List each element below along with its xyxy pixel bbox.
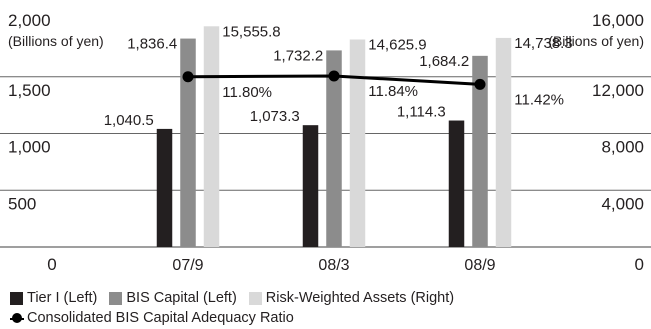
x-tick-label-0: 07/9 — [172, 257, 203, 274]
bar-tier-2 — [448, 120, 465, 247]
rwa-value-label-2: 14,738.3 — [514, 35, 572, 52]
right-tick-label-12000: 12,000 — [592, 81, 644, 100]
legend-item-bis-capital: BIS Capital (Left) — [109, 288, 237, 308]
ratio-point-1 — [328, 70, 340, 82]
ratio-value-label-1: 11.84% — [368, 83, 418, 100]
tier1-value-label-2: 1,114.3 — [397, 104, 446, 121]
tier1-value-label-1: 1,073.3 — [250, 108, 300, 125]
right-tick-label-0: 0 — [635, 255, 644, 274]
legend-label-bis-capital: BIS Capital (Left) — [126, 290, 237, 306]
bar-bis-1 — [326, 50, 342, 248]
left-tick-label-1500: 1,500 — [8, 81, 51, 100]
legend-swatch-risk-weighted-assets — [248, 291, 262, 305]
left-tick-label-2000: 2,000 — [8, 11, 51, 30]
bis-capital-value-label-1: 1,732.2 — [273, 47, 323, 64]
left-tick-label-1000: 1,000 — [8, 138, 51, 157]
legend-swatch-ratio — [10, 312, 24, 325]
ratio-value-label-2: 11.42% — [514, 91, 564, 108]
bar-bis-0 — [180, 38, 196, 247]
legend-item-tier1: Tier I (Left) — [10, 288, 97, 308]
right-tick-label-16000: 16,000 — [592, 11, 644, 30]
bar-risk-weighted-1 — [349, 39, 366, 248]
labels: 1,040.5 1,836.4 15,555.8 11.80% 07/9 1,073.3 1… — [8, 11, 644, 274]
tier1-value-label-0: 1,040.5 — [104, 112, 154, 129]
legend-item-risk-weighted-assets: Risk-Weighted Assets (Right) — [248, 288, 455, 308]
bar-tier-0 — [156, 128, 173, 247]
legend-swatch-tier1 — [10, 291, 23, 305]
legend-item-ratio: Consolidated BIS Capital Adequacy Ratio — [10, 308, 294, 328]
ratio-point-0 — [182, 71, 194, 83]
bar-risk-weighted-0 — [203, 26, 220, 247]
bis-capital-value-label-0: 1,836.4 — [127, 36, 177, 53]
bar-bis-2 — [472, 55, 488, 248]
ratio-line-group — [182, 70, 486, 90]
rwa-value-label-1: 14,625.9 — [368, 36, 426, 53]
x-tick-label-1: 08/3 — [318, 257, 349, 274]
x-tick-label-2: 08/9 — [464, 257, 495, 274]
ratio-point-2 — [474, 78, 486, 90]
legend-label-tier1: Tier I (Left) — [27, 290, 98, 306]
left-axis-unit-label: (Billions of yen) — [8, 33, 104, 49]
legend-label-risk-weighted-assets: Risk-Weighted Assets (Right) — [265, 290, 455, 306]
right-tick-label-4000: 4,000 — [601, 194, 644, 213]
legend: Tier I (Left) BIS Capital (Left) Risk-We… — [10, 288, 466, 328]
legend-label-ratio: Consolidated BIS Capital Adequacy Ratio — [27, 310, 294, 326]
left-tick-label-0: 0 — [47, 255, 56, 274]
right-axis-unit-label: (Billions of yen) — [548, 33, 644, 49]
legend-row-bars: Tier I (Left) BIS Capital (Left) Risk-We… — [10, 288, 466, 308]
legend-row-line: Consolidated BIS Capital Adequacy Ratio — [10, 308, 466, 328]
bis-capital-value-label-2: 1,684.2 — [419, 53, 469, 70]
ratio-value-label-0: 11.80% — [222, 84, 272, 101]
bar-tier-1 — [302, 125, 319, 247]
rwa-value-label-0: 15,555.8 — [222, 23, 280, 40]
legend-swatch-bis-capital — [109, 291, 123, 305]
bar-risk-weighted-2 — [495, 37, 512, 248]
left-tick-label-500: 500 — [8, 194, 36, 213]
right-tick-label-8000: 8,000 — [601, 138, 644, 157]
bars — [156, 26, 512, 248]
